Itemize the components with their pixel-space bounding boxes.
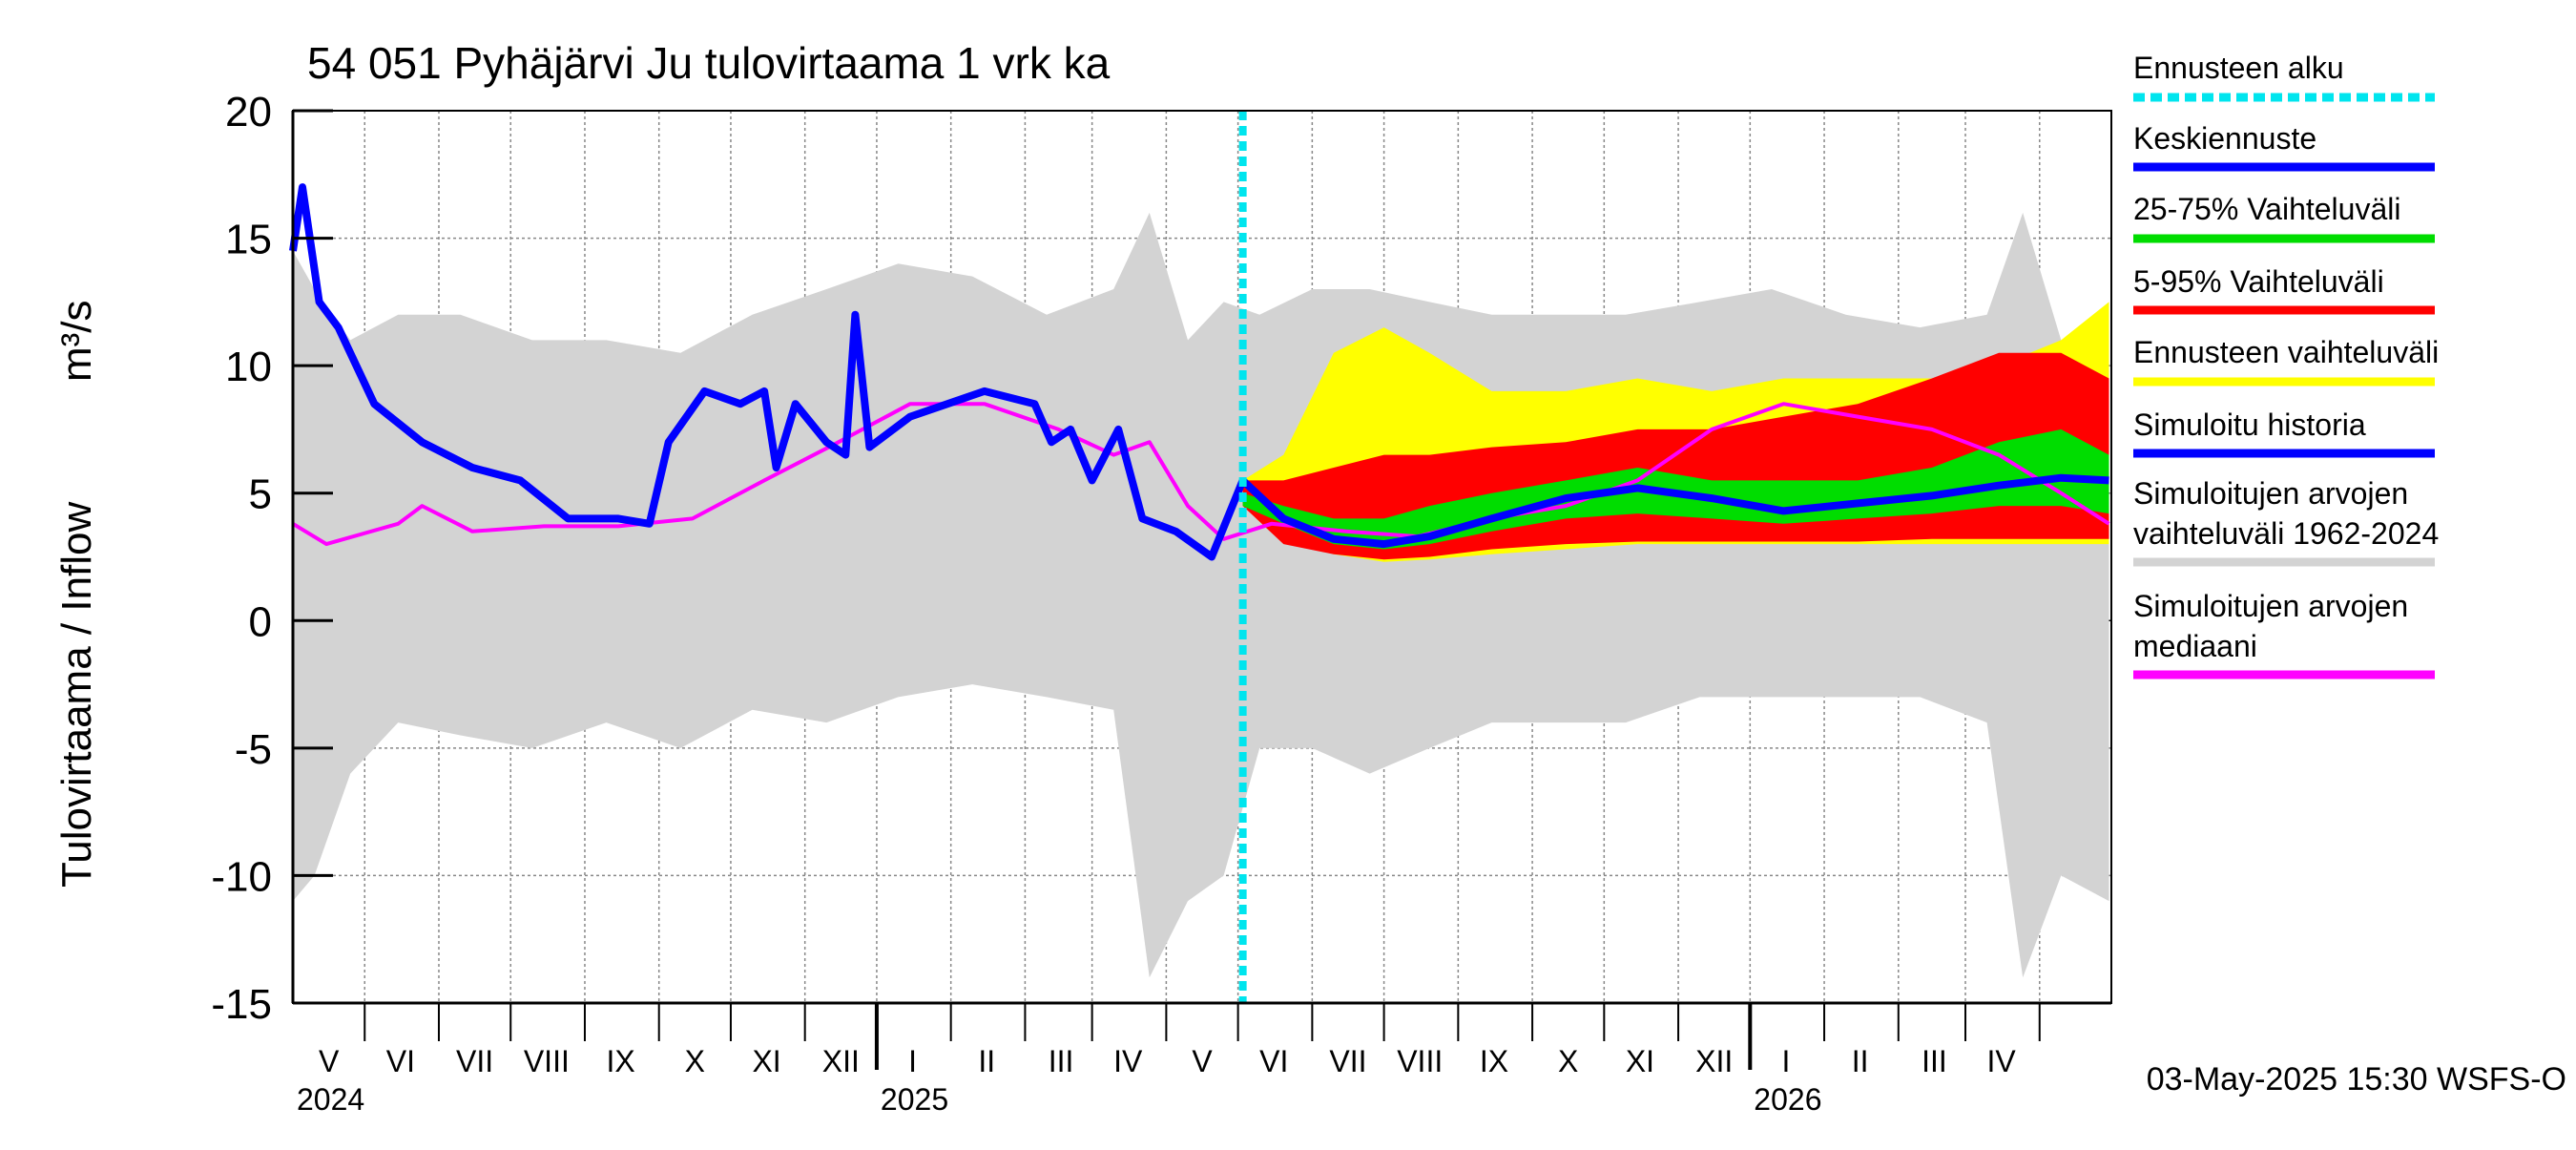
legend-label: 25-75% Vaihteluväli [2133,192,2400,226]
x-month-label: IX [1480,1044,1508,1078]
footer-timestamp: 03-May-2025 15:30 WSFS-O [2147,1061,2566,1098]
x-month-label: II [978,1044,995,1078]
x-month-label: XI [1626,1044,1654,1078]
y-axis-label: Tulovirtaama / Inflow [53,501,100,888]
y-tick-label: 5 [249,471,272,518]
x-month-label: III [1049,1044,1074,1078]
x-month-label: VII [456,1044,493,1078]
x-month-label: VI [1259,1044,1288,1078]
x-month-label: IX [606,1044,634,1078]
band-25-75-vaihteluv-li [1242,429,2109,550]
legend-label: 5-95% Vaihteluväli [2133,264,2384,299]
legend-label: Simuloitujen arvojen [2133,476,2408,511]
x-month-label: V [319,1044,340,1078]
legend-label: vaihteluväli 1962-2024 [2133,516,2439,551]
x-month-label: II [1852,1044,1869,1078]
y-tick-label: 10 [225,344,272,390]
y-tick-label: 20 [225,89,272,136]
x-month-label: XII [1695,1044,1733,1078]
line-layer [289,111,2110,1003]
y-axis-unit: m³/s [53,300,100,382]
x-month-label: IV [1113,1044,1143,1078]
x-month-label: IV [1987,1044,2017,1078]
x-month-label: V [1192,1044,1213,1078]
y-tick-label: -10 [211,853,272,900]
x-month-label: VII [1329,1044,1366,1078]
series-line-simuloitujen-arvojen-mediaani [291,402,2110,547]
series-line-simuloitu-historia [289,183,1247,561]
y-tick-label: 0 [249,598,272,645]
legend-label: Keskiennuste [2133,121,2316,156]
x-month-label: I [1781,1044,1790,1078]
legend: Ennusteen alku Keskiennuste 25-75% Vaihtel… [2133,51,2439,680]
legend-label: Simuloitujen arvojen [2133,589,2408,623]
chart-title: 54 051 Pyhäjärvi Ju tulovirtaama 1 vrk k… [307,38,1111,88]
x-month-label: X [1558,1044,1578,1078]
x-month-label: VIII [1397,1044,1443,1078]
y-tick-label: -5 [235,726,272,773]
x-month-label: III [1922,1044,1947,1078]
x-month-label: VIII [524,1044,570,1078]
x-month-label: VI [386,1044,415,1078]
x-month-label: XII [822,1044,860,1078]
legend-label: Simuloitu historia [2133,408,2366,442]
x-year-label: 2024 [297,1082,364,1117]
x-month-label: X [685,1044,705,1078]
x-year-label: 2025 [881,1082,948,1117]
x-month-label: I [908,1044,917,1078]
legend-label: Ennusteen alku [2133,51,2344,85]
legend-label: Ennusteen vaihteluväli [2133,335,2439,369]
y-tick-label: 15 [225,217,272,263]
series-line-keskiennuste [1239,473,2109,549]
legend-label: mediaani [2133,629,2257,663]
x-year-label: 2026 [1754,1082,1821,1117]
y-tick-label: -15 [211,981,272,1028]
x-month-label: XI [752,1044,780,1078]
